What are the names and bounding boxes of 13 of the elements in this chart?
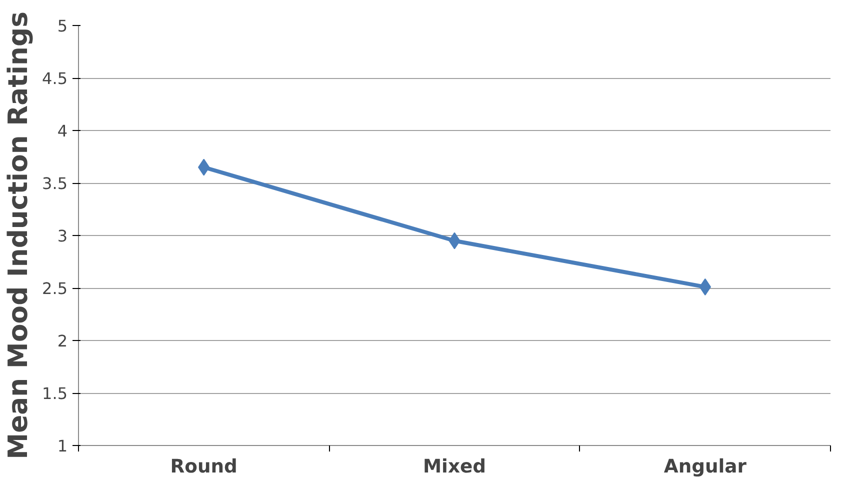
y-tick-label: 5 — [57, 16, 68, 36]
y-tick-label: 3 — [57, 226, 68, 246]
y-tick-label: 1.5 — [42, 384, 68, 403]
y-tick-label: 4 — [57, 122, 68, 140]
y-tick-label: 3.5 — [42, 174, 68, 193]
y-tick-label: 2.5 — [42, 279, 68, 298]
y-tick-label: 2 — [57, 332, 68, 350]
x-tick-label: Angular — [664, 456, 748, 478]
y-tick-label: 1 — [57, 436, 68, 456]
x-tick-label: Mixed — [423, 456, 486, 478]
x-tick-label: Round — [170, 456, 238, 478]
y-tick-label: 4.5 — [42, 69, 68, 88]
y-axis-title: Mean Mood Induction Ratings — [3, 12, 34, 460]
